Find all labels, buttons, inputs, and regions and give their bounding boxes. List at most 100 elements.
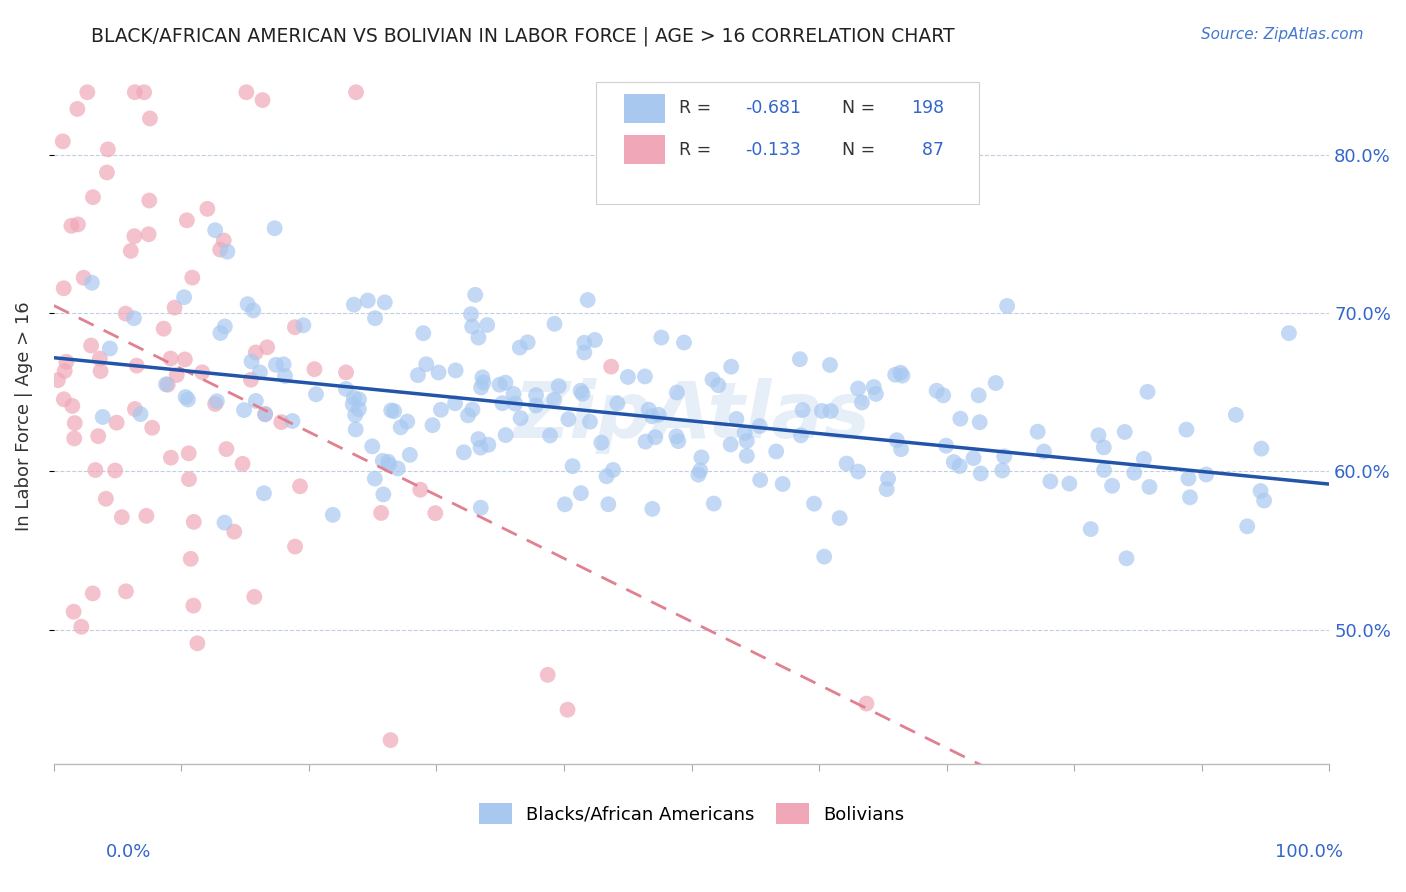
Point: [104, 463, 127, 477]
Point: [378, 458, 401, 472]
Point: [173, 290, 195, 304]
Point: [477, 438, 499, 452]
Point: [665, 429, 688, 443]
Point: [846, 465, 869, 479]
Point: [571, 386, 593, 401]
Point: [254, 407, 277, 421]
Point: [357, 293, 380, 308]
Text: 87: 87: [911, 141, 943, 159]
Point: [124, 85, 146, 99]
Point: [284, 540, 307, 554]
Point: [343, 298, 366, 312]
Point: [1114, 425, 1136, 439]
Point: [595, 469, 617, 483]
Point: [380, 403, 402, 417]
Text: BLACK/AFRICAN AMERICAN VS BOLIVIAN IN LABOR FORCE | AGE > 16 CORRELATION CHART: BLACK/AFRICAN AMERICAN VS BOLIVIAN IN LA…: [91, 27, 955, 46]
Point: [427, 366, 450, 380]
Point: [1175, 423, 1198, 437]
Point: [1225, 408, 1247, 422]
Point: [80, 276, 103, 290]
Point: [343, 391, 366, 405]
Point: [967, 388, 990, 402]
Point: [422, 418, 444, 433]
Point: [1253, 493, 1275, 508]
Point: [177, 446, 200, 460]
Point: [129, 407, 152, 421]
Point: [792, 403, 814, 417]
Point: [650, 330, 672, 344]
Point: [472, 376, 495, 390]
Point: [273, 357, 295, 371]
Point: [335, 365, 357, 379]
Point: [828, 511, 851, 525]
Point: [186, 636, 208, 650]
Point: [122, 311, 145, 326]
Point: [70, 620, 93, 634]
Point: [720, 437, 742, 451]
Point: [634, 369, 657, 384]
Text: -0.133: -0.133: [745, 141, 801, 159]
Point: [470, 380, 492, 394]
Point: [344, 422, 367, 436]
Point: [471, 370, 494, 384]
Point: [574, 335, 596, 350]
Point: [205, 394, 228, 409]
Point: [160, 450, 183, 465]
Point: [935, 439, 957, 453]
Point: [60, 399, 83, 413]
Point: [862, 380, 884, 394]
Point: [453, 445, 475, 459]
Point: [335, 382, 357, 396]
Point: [702, 373, 724, 387]
Point: [347, 402, 370, 417]
Point: [1178, 491, 1201, 505]
Point: [524, 399, 547, 413]
Point: [647, 408, 669, 422]
Point: [52, 392, 75, 407]
Point: [62, 605, 84, 619]
Point: [270, 415, 292, 429]
Text: -0.681: -0.681: [745, 99, 801, 117]
Point: [380, 733, 402, 747]
Point: [125, 359, 148, 373]
Point: [1136, 384, 1159, 399]
Point: [84, 463, 107, 477]
Point: [63, 431, 86, 445]
Point: [249, 365, 271, 379]
Point: [389, 420, 412, 434]
Point: [412, 326, 434, 341]
Point: [173, 352, 195, 367]
Point: [524, 388, 547, 402]
Point: [503, 397, 526, 411]
Point: [396, 415, 419, 429]
Point: [891, 368, 914, 383]
Point: [1236, 519, 1258, 533]
Point: [382, 404, 405, 418]
Point: [1195, 467, 1218, 482]
Point: [818, 358, 841, 372]
Point: [374, 295, 396, 310]
Point: [634, 434, 657, 449]
Point: [183, 515, 205, 529]
Point: [470, 500, 492, 515]
Point: [288, 479, 311, 493]
Point: [851, 395, 873, 409]
Point: [644, 430, 666, 444]
Point: [212, 234, 235, 248]
Point: [155, 377, 177, 392]
Point: [371, 454, 394, 468]
Point: [191, 365, 214, 379]
Point: [461, 402, 484, 417]
Point: [516, 335, 538, 350]
Point: [689, 463, 711, 477]
Point: [617, 370, 640, 384]
Point: [96, 165, 118, 179]
Text: R =: R =: [679, 141, 717, 159]
Point: [264, 358, 287, 372]
Point: [600, 359, 623, 374]
Point: [344, 85, 367, 99]
Point: [94, 491, 117, 506]
Legend: Blacks/African Americans, Bolivians: Blacks/African Americans, Bolivians: [479, 804, 904, 824]
Point: [89, 351, 111, 366]
Point: [993, 450, 1015, 464]
